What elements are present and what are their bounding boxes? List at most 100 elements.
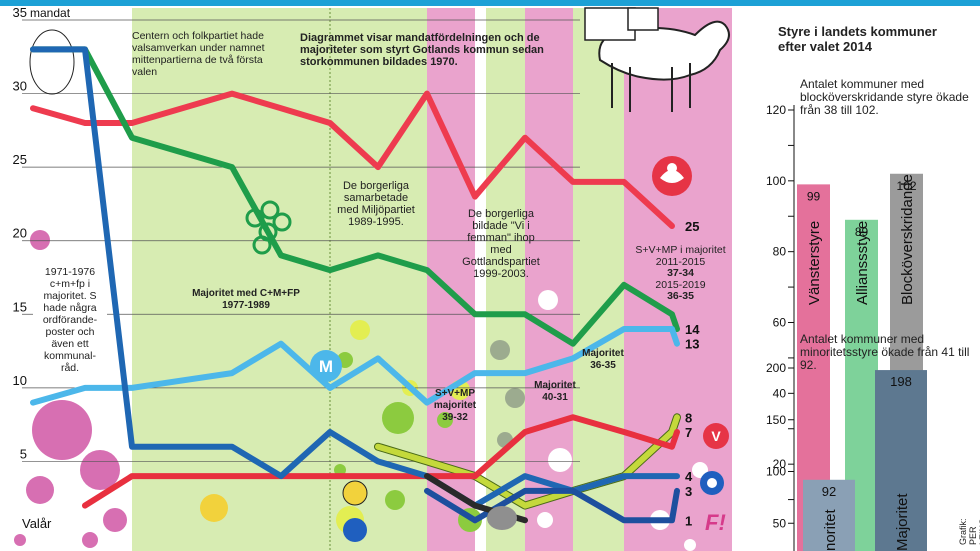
- decor-circle: [103, 508, 127, 532]
- bar1-y-tick-label: 40: [773, 386, 787, 400]
- right-majority-line-5: 36-35: [667, 290, 694, 302]
- series-end-label-KD: 3: [685, 484, 692, 499]
- decor-circle: [82, 532, 98, 548]
- rose-icon-petal: [660, 170, 684, 183]
- gotland-sheep-icon: [584, 7, 730, 112]
- series-end-label-M: 13: [685, 337, 699, 352]
- series-line-KD: [424, 487, 680, 524]
- bar2-value-label: 92: [822, 484, 836, 499]
- decor-circle: [26, 476, 54, 504]
- rose-icon-bud: [667, 163, 677, 173]
- decor-circle: [548, 448, 572, 472]
- bar2-bar: [875, 370, 927, 551]
- series-line-C: [30, 46, 680, 347]
- y-tick-label: 25: [13, 152, 27, 167]
- right-majority-line-1: S+V+MP i majoritet: [635, 244, 726, 256]
- bar2-category-label: noritet: [822, 508, 839, 551]
- intro-annotation: Diagrammet visar mandatfördelningen och …: [300, 32, 544, 68]
- bar2-y-tick-label: 150: [766, 413, 786, 427]
- decor-circle: [437, 412, 453, 428]
- period-band: [573, 8, 624, 551]
- bar1-y-tick-label: 60: [773, 316, 787, 330]
- series-line-FP: [30, 46, 680, 509]
- series-end-label-C: 14: [685, 322, 700, 337]
- decor-circle: [684, 539, 696, 551]
- decor-circle: [490, 340, 510, 360]
- series-end-label-FP: 4: [685, 469, 693, 484]
- kd-logo-center: [707, 478, 717, 488]
- bar1-category-label: Allianssstyre: [854, 221, 871, 305]
- bar1-value-label: 99: [807, 189, 821, 203]
- bar2-y-tick-label: 100: [766, 465, 786, 479]
- graphic-credit: Grafik: PER LEINO: [958, 517, 980, 545]
- mp-sun-logo-icon: [342, 480, 368, 506]
- decor-circle: [334, 464, 346, 476]
- y-tick-label: 30: [13, 79, 27, 94]
- center-fp-annotation: Centern och folkpartiet hade valsamverka…: [132, 30, 265, 78]
- y-tick-label: 5: [20, 446, 27, 461]
- clover-leaf: [245, 208, 265, 228]
- bar2-category-label: Majoritet: [894, 493, 911, 551]
- sheep-flag-grid: [627, 7, 659, 31]
- majority-4031-annotation: Majoritet 40-31: [534, 380, 576, 403]
- header-bar: [0, 0, 980, 6]
- m-logo-text: M: [319, 357, 333, 376]
- clover-leaf: [252, 235, 272, 255]
- y-tick-label: 35: [13, 5, 27, 20]
- bar2-y-tick-label: 50: [773, 516, 787, 530]
- svmp-majority-annotation: S+V+MP majoritet 39-32: [433, 388, 477, 423]
- m-logo-circle: [310, 350, 342, 382]
- moderate-party-logo-icon: M: [310, 350, 342, 382]
- decor-circle: [30, 230, 50, 250]
- right-majority-line-2: 2011-2015: [655, 255, 706, 268]
- clover-leaf: [272, 212, 292, 232]
- s-1971-annotation: 1971-1976 c+m+fp i majoritet. S hade någ…: [33, 264, 107, 376]
- series-end-label-MP: 8: [685, 410, 692, 425]
- bar1-category-label: Blocköverskridande: [899, 174, 916, 305]
- highlight-ring: [29, 29, 75, 95]
- bar1-value-label: 102: [896, 179, 916, 193]
- decor-circle: [80, 450, 120, 490]
- series-end-label-FI: 1: [685, 513, 692, 528]
- v-logo-text: V: [711, 428, 721, 444]
- bar2-y-tick-label: 200: [766, 361, 786, 375]
- decor-circle: [350, 320, 370, 340]
- y-tick-label: 10: [13, 373, 27, 388]
- series-line-MP: [375, 414, 680, 509]
- center-party-clover-icon: [245, 200, 292, 255]
- decor-circle: [692, 462, 708, 478]
- bar1-category-label: Vänsterstyre: [806, 221, 823, 305]
- side-subtitle-2: Antalet kommuner med minoritetsstyre öka…: [800, 332, 970, 372]
- side-subtitle-1: Antalet kommuner med blocköverskridande …: [800, 77, 969, 117]
- decor-circle: [385, 490, 405, 510]
- y-axis-label: mandat: [30, 6, 71, 20]
- period-band: [475, 8, 486, 551]
- bar1-y-tick-label: 100: [766, 174, 786, 188]
- right-majority-annotation: S+V+MP i majoritet 2011-2015 37-34 2015-…: [633, 244, 728, 303]
- bar2-bar: [803, 479, 855, 551]
- bar2-value-label: 198: [890, 374, 912, 389]
- bar1-y-tick-label: 120: [766, 103, 786, 117]
- series-end-label-V: 7: [685, 425, 692, 440]
- fp-logo-icon: [200, 494, 228, 522]
- bar1-value-label: 89: [855, 225, 869, 239]
- borgerliga-femman-annotation: De borgerliga bildade "Vi i femman" ihop…: [462, 208, 540, 280]
- series-line-M: [30, 326, 680, 406]
- v-party-logo-icon: V: [703, 423, 729, 449]
- bar1-y-tick-label: 20: [773, 457, 787, 471]
- series-end-label-S: 25: [685, 219, 699, 234]
- decor-circle: [538, 290, 558, 310]
- borgerliga-mp-annotation: De borgerliga samarbetade med Miljöparti…: [337, 180, 415, 228]
- side-title: Styre i landets kommuner efter valet 201…: [778, 24, 937, 54]
- fi-party-logo-icon: F!: [705, 510, 726, 535]
- clover-leaf: [260, 200, 280, 220]
- majority-1977-annotation: Majoritet med C+M+FP 1977-1989: [192, 288, 300, 311]
- right-majority-line-4: 2015-2019: [655, 278, 706, 291]
- decor-circle: [32, 400, 92, 460]
- series-line-S: [30, 90, 675, 229]
- decor-circle: [14, 534, 26, 546]
- period-band: [132, 8, 330, 551]
- bar1-y-tick-label: 80: [773, 245, 787, 259]
- social-democrat-rose-icon: [652, 156, 692, 196]
